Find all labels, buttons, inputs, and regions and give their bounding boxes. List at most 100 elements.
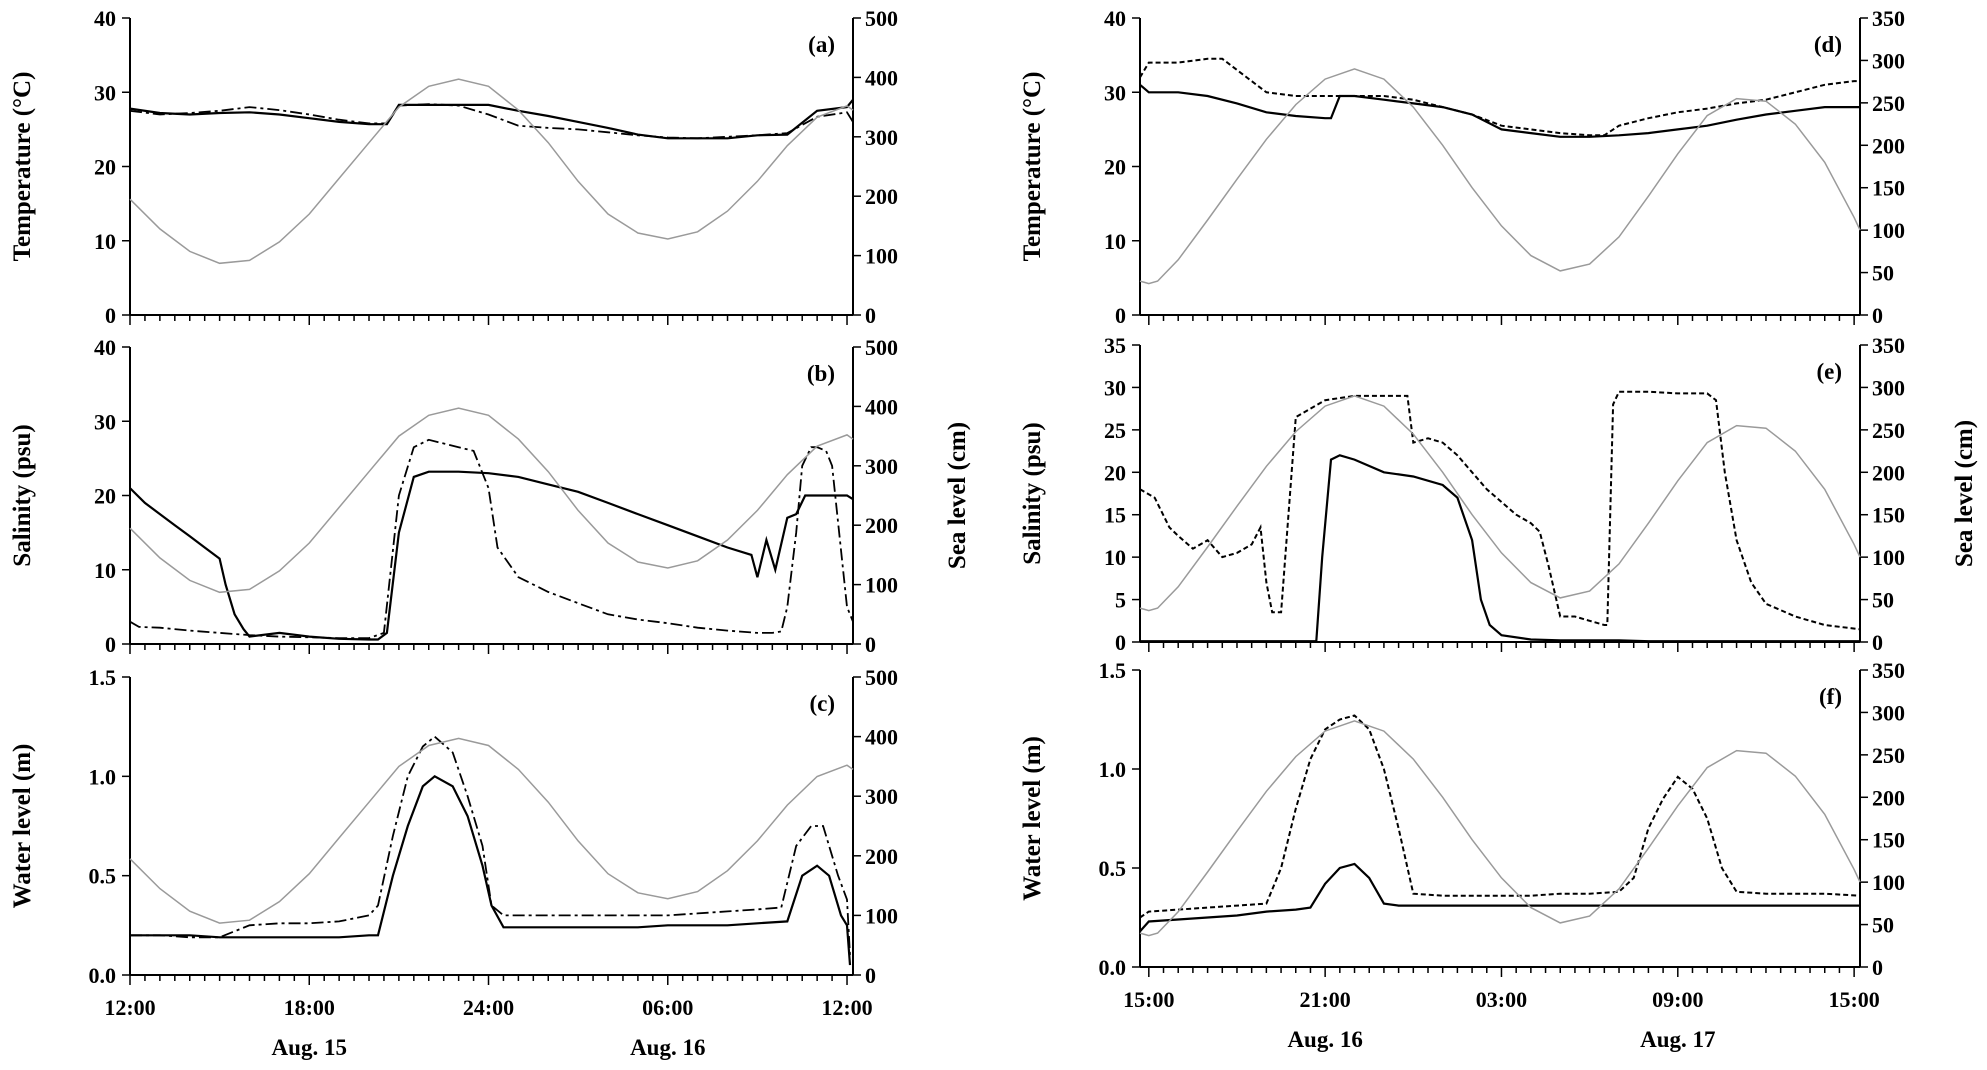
date-label: Aug. 15 bbox=[272, 1035, 347, 1060]
y2-tick-label: 300 bbox=[1872, 700, 1905, 725]
y2-tick-label: 500 bbox=[865, 6, 898, 31]
y-tick-label: 20 bbox=[1104, 155, 1126, 180]
y2-tick-label: 200 bbox=[1872, 785, 1905, 810]
y-tick-label: 10 bbox=[1104, 229, 1126, 254]
y-axis-title: Temperature (°C) bbox=[9, 72, 36, 262]
y2-tick-label: 100 bbox=[1872, 545, 1905, 570]
series-line-solid bbox=[1139, 83, 1860, 138]
series-line-dash bbox=[1139, 390, 1861, 631]
y2-tick-label: 300 bbox=[865, 454, 898, 479]
y-tick-label: 10 bbox=[94, 229, 116, 254]
y-tick-label: 0.0 bbox=[89, 963, 117, 988]
y2-tick-label: 100 bbox=[865, 244, 898, 269]
series-line-gray-sea-level bbox=[129, 737, 854, 924]
y-tick-label: 30 bbox=[94, 409, 116, 434]
y2-tick-label: 0 bbox=[1872, 955, 1883, 980]
panel-label: (b) bbox=[807, 361, 835, 386]
x-tick-label: 18:00 bbox=[284, 995, 335, 1020]
y2-tick-label: 250 bbox=[1872, 743, 1905, 768]
y-tick-label: 20 bbox=[1104, 460, 1126, 485]
panel-label: (d) bbox=[1814, 32, 1842, 57]
y2-tick-label: 0 bbox=[1872, 303, 1883, 328]
y2-tick-label: 0 bbox=[1872, 630, 1883, 655]
y2-tick-label: 300 bbox=[865, 784, 898, 809]
y-tick-label: 0.5 bbox=[1099, 856, 1127, 881]
series-line-solid bbox=[1139, 862, 1860, 933]
y2-tick-label: 100 bbox=[1872, 870, 1905, 895]
series-line-gray-sea-level bbox=[129, 407, 854, 594]
y2-tick-label: 50 bbox=[1872, 588, 1894, 613]
series-line-gray-sea-level bbox=[1139, 395, 1861, 612]
y2-tick-label: 150 bbox=[1872, 176, 1905, 201]
y-tick-label: 0.5 bbox=[89, 864, 117, 889]
series-line-dashdot bbox=[129, 103, 854, 140]
y2-tick-label: 300 bbox=[865, 125, 898, 150]
date-label: Aug. 16 bbox=[1287, 1027, 1362, 1052]
y-tick-label: 0 bbox=[105, 303, 116, 328]
y-tick-label: 10 bbox=[94, 558, 116, 583]
series-line-solid bbox=[129, 470, 854, 641]
y-tick-label: 40 bbox=[1104, 6, 1126, 31]
y2-tick-label: 0 bbox=[865, 632, 876, 657]
date-label: Aug. 16 bbox=[630, 1035, 705, 1060]
y-tick-label: 40 bbox=[94, 335, 116, 360]
x-tick-label: 12:00 bbox=[821, 995, 872, 1020]
y-axis-title: Salinity (psu) bbox=[1019, 422, 1046, 564]
y2-tick-label: 250 bbox=[1872, 418, 1905, 443]
y-tick-label: 0 bbox=[1115, 303, 1126, 328]
series-line-gray-sea-level bbox=[1139, 720, 1861, 937]
y2-tick-label: 350 bbox=[1872, 658, 1905, 683]
y2-tick-label: 100 bbox=[865, 573, 898, 598]
series-line-dash bbox=[1139, 57, 1860, 137]
series-line-dashdot bbox=[129, 438, 854, 639]
chart-panel-d: 0 10 20 30 40 0 50 100 150 200 250 300 350 Temperatur… bbox=[1019, 6, 1905, 328]
y2-tick-label: 300 bbox=[1872, 375, 1905, 400]
y-tick-label: 1.0 bbox=[89, 764, 117, 789]
series-line-solid bbox=[1140, 454, 1860, 643]
y-tick-label: 1.5 bbox=[89, 665, 117, 690]
y2-tick-label: 350 bbox=[1872, 6, 1905, 31]
y2-tick-label: 300 bbox=[1872, 48, 1905, 73]
y-tick-label: 30 bbox=[1104, 375, 1126, 400]
y2-tick-label: 100 bbox=[865, 903, 898, 928]
series-line-dash bbox=[1139, 714, 1861, 919]
x-tick-label: 24:00 bbox=[463, 995, 514, 1020]
x-tick-label: 09:00 bbox=[1652, 987, 1703, 1012]
y-tick-label: 20 bbox=[94, 155, 116, 180]
y2-axis-title: Sea level (cm) bbox=[1951, 420, 1978, 567]
y2-tick-label: 250 bbox=[1872, 91, 1905, 116]
chart-panel-c: 0.0 0.5 1.0 1.5 0 100 200 300 400 500 12:00 18:00 24… bbox=[9, 665, 898, 1020]
y-tick-label: 35 bbox=[1104, 333, 1126, 358]
series-line-dashdot bbox=[130, 735, 851, 956]
y-tick-label: 40 bbox=[94, 6, 116, 31]
y-tick-label: 1.5 bbox=[1099, 658, 1127, 683]
y-axis-title: Salinity (psu) bbox=[9, 424, 36, 566]
y2-tick-label: 200 bbox=[1872, 460, 1905, 485]
y2-tick-label: 400 bbox=[865, 394, 898, 419]
y2-tick-label: 200 bbox=[865, 844, 898, 869]
y2-tick-label: 200 bbox=[865, 513, 898, 538]
y-axis-title: Temperature (°C) bbox=[1019, 72, 1046, 262]
series-line-gray-sea-level bbox=[129, 78, 854, 265]
y2-tick-label: 500 bbox=[865, 335, 898, 360]
y-tick-label: 30 bbox=[1104, 80, 1126, 105]
y2-tick-label: 0 bbox=[865, 963, 876, 988]
y2-tick-label: 50 bbox=[1872, 913, 1894, 938]
y2-tick-label: 500 bbox=[865, 665, 898, 690]
y-tick-label: 30 bbox=[94, 80, 116, 105]
y2-tick-label: 150 bbox=[1872, 503, 1905, 528]
y-tick-label: 25 bbox=[1104, 418, 1126, 443]
y2-tick-label: 200 bbox=[1872, 133, 1905, 158]
y-tick-label: 15 bbox=[1104, 503, 1126, 528]
x-tick-label: 21:00 bbox=[1299, 987, 1350, 1012]
y-axis-title: Water level (m) bbox=[9, 744, 36, 909]
series-line-solid bbox=[130, 774, 852, 966]
y2-tick-label: 100 bbox=[1872, 218, 1905, 243]
y-axis-title: Water level (m) bbox=[1019, 736, 1046, 901]
panel-label: (a) bbox=[808, 32, 835, 57]
x-tick-label: 15:00 bbox=[1123, 987, 1174, 1012]
y-tick-label: 1.0 bbox=[1099, 757, 1127, 782]
